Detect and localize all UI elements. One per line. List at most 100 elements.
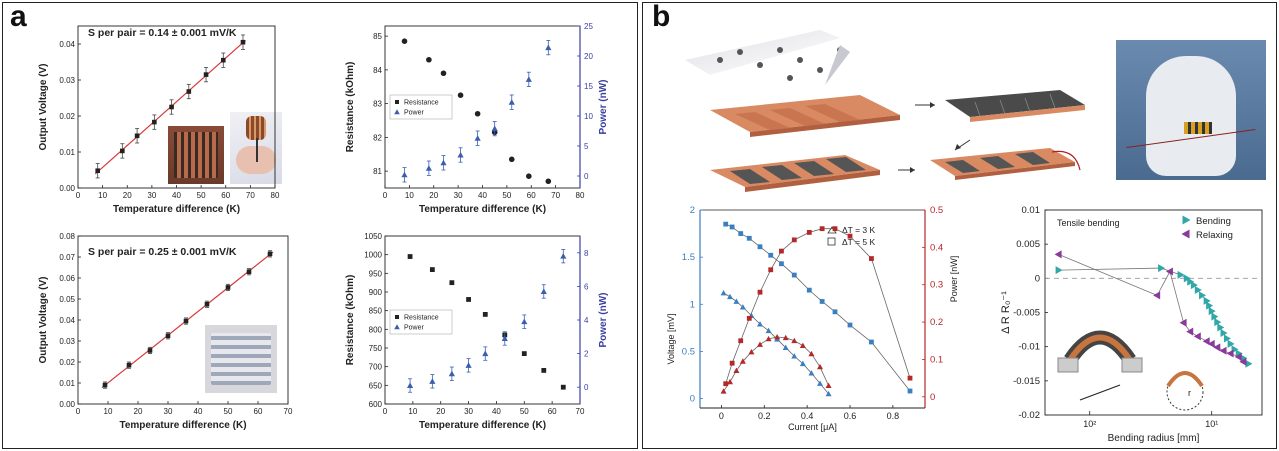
power-point <box>746 315 752 321</box>
resistance-point <box>457 92 464 98</box>
y2-tick-label: 0.5 <box>930 205 943 216</box>
x-tick-label: 60 <box>221 191 230 200</box>
data-point <box>220 57 226 63</box>
legend-box <box>389 309 453 335</box>
y2-tick-label: 0 <box>584 383 589 392</box>
resistance-point <box>401 38 408 44</box>
power-point <box>799 342 806 349</box>
x-tick-label: 40 <box>172 191 181 200</box>
voltage-point <box>723 221 729 227</box>
y-tick-label: -0.01 <box>1018 342 1040 353</box>
data-point <box>183 318 189 324</box>
x-tick-label: 80 <box>271 191 280 200</box>
voltage-point <box>757 244 763 250</box>
clamp-drawing <box>1121 357 1143 373</box>
y-tick-label: 82 <box>373 133 382 142</box>
voltage-point <box>720 289 727 296</box>
data-point <box>1227 339 1235 348</box>
y-tick-label: 950 <box>369 269 383 278</box>
x-tick-label: 0 <box>76 407 81 416</box>
y-tick-label: 0.02 <box>59 112 75 121</box>
voltage-point <box>808 370 815 376</box>
power-point <box>727 378 733 385</box>
x-tick-label: 30 <box>164 407 173 416</box>
legend-resistance-label: Resistance <box>404 315 439 322</box>
power-point <box>540 288 547 294</box>
y-tick-label: 600 <box>369 400 383 409</box>
data-point <box>1193 332 1201 341</box>
y2-axis-label: Power (nW) <box>598 80 609 135</box>
y-tick-label: 83 <box>373 100 382 109</box>
data-point <box>1190 281 1198 290</box>
power-point <box>457 151 464 158</box>
power-point <box>508 99 515 105</box>
power-point <box>406 382 414 389</box>
data-point <box>1226 349 1234 358</box>
plot-frame <box>77 235 289 405</box>
data-point <box>204 301 210 307</box>
power-point <box>720 388 727 394</box>
legend-bending-label: Bending <box>1196 216 1231 227</box>
y2-axis-label: Power [nW] <box>949 256 959 303</box>
x-tick-label: 60 <box>548 407 557 416</box>
data-point <box>165 333 171 339</box>
voltage-point <box>733 298 740 304</box>
y2-axis-label: Power (nW) <box>598 293 609 348</box>
power-point <box>733 367 740 374</box>
resistance-point <box>482 312 488 317</box>
data-point <box>1194 285 1202 294</box>
resistance-point <box>521 351 527 356</box>
data-point <box>1219 346 1227 355</box>
y-tick-label: 700 <box>369 363 383 372</box>
power-point <box>429 378 436 384</box>
power-point <box>738 338 744 344</box>
resistance-point <box>508 156 515 163</box>
y2-tick-label: 15 <box>584 82 593 91</box>
y2-tick-label: 0 <box>930 392 935 403</box>
x-tick-label: 60 <box>254 407 263 416</box>
y2-tick-label: 0.4 <box>930 242 943 253</box>
voltage-point <box>869 339 874 345</box>
y2-tick-label: 4 <box>584 316 589 325</box>
data-point <box>1245 359 1253 368</box>
voltage-point <box>738 231 744 236</box>
x-tick-label: 0.4 <box>801 411 814 421</box>
power-point <box>474 135 481 141</box>
device-photo-1 <box>168 126 224 184</box>
resistance-point <box>429 267 435 272</box>
data-point <box>1203 296 1211 305</box>
data-point <box>1213 343 1221 352</box>
x-tick-label: 0.6 <box>844 411 857 421</box>
data-point <box>1207 339 1215 348</box>
y-axis-label: Output Voltage (V) <box>38 276 49 363</box>
voltage-point <box>757 321 763 327</box>
legend-resistance-marker <box>395 100 399 104</box>
legend-resistance-label: Resistance <box>404 100 439 107</box>
y-tick-label: 1.5 <box>682 252 695 263</box>
substrate-4 <box>930 148 1081 180</box>
y-tick-label: 1000 <box>364 251 382 260</box>
x-tick-label: 0.8 <box>887 411 900 421</box>
y-tick-label: -0.015 <box>1013 376 1040 387</box>
voltage-point <box>799 360 806 367</box>
data-point <box>1153 291 1161 300</box>
voltage-point <box>765 327 772 334</box>
y2-tick-label: 25 <box>584 22 593 31</box>
power-point <box>401 171 408 178</box>
y-tick-label: 1050 <box>364 232 382 241</box>
data-point <box>102 382 108 388</box>
legend-relaxing-marker <box>1181 229 1190 239</box>
data-point <box>240 39 246 45</box>
power-point <box>791 237 797 243</box>
y-tick-label: 0.03 <box>59 76 75 85</box>
x-tick-label: 50 <box>197 191 206 200</box>
power-point <box>501 335 508 341</box>
y-tick-label: 0.07 <box>59 253 75 262</box>
y2-tick-label: 0.1 <box>930 354 943 365</box>
x-tick-label: 0 <box>719 411 724 421</box>
y2-tick-label: 10 <box>584 112 593 121</box>
tensile-annotation: Tensile bending <box>1057 218 1120 228</box>
bending-strip-drawing <box>1067 334 1133 362</box>
chart-b1: 0 0.2 0.4 0.6 0.8 0 0.5 1 1.5 2 0 0.1 0.2 0.3 0.4 0.5 Cu… <box>666 205 959 432</box>
